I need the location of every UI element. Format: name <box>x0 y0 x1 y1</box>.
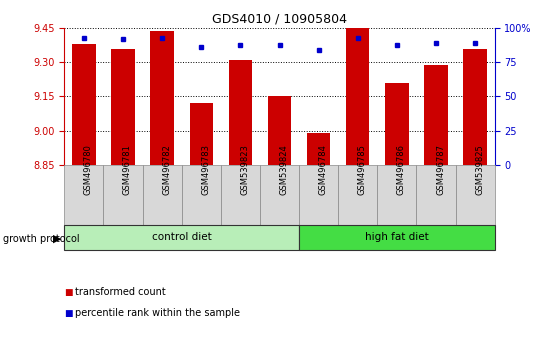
Text: GSM496785: GSM496785 <box>358 144 367 195</box>
Text: GSM539823: GSM539823 <box>240 144 249 195</box>
Bar <box>299 165 338 225</box>
Bar <box>377 165 416 225</box>
Text: ▶: ▶ <box>53 234 62 244</box>
Text: GSM496784: GSM496784 <box>319 144 328 195</box>
Text: percentile rank within the sample: percentile rank within the sample <box>75 308 240 318</box>
Text: high fat diet: high fat diet <box>365 232 429 242</box>
Text: GSM496783: GSM496783 <box>201 144 210 195</box>
Bar <box>338 165 377 225</box>
Bar <box>307 133 330 165</box>
Bar <box>424 65 448 165</box>
Bar <box>346 28 369 165</box>
Text: GSM496787: GSM496787 <box>436 144 445 195</box>
Text: GSM539825: GSM539825 <box>475 144 484 195</box>
Text: transformed count: transformed count <box>75 287 166 297</box>
Text: GSM539824: GSM539824 <box>280 144 288 195</box>
Bar <box>111 49 135 165</box>
Bar <box>150 30 174 165</box>
Text: GSM496786: GSM496786 <box>397 144 406 195</box>
Bar <box>221 165 260 225</box>
Bar <box>182 165 221 225</box>
Text: ■: ■ <box>64 309 73 318</box>
Bar <box>260 165 299 225</box>
Bar <box>64 225 299 250</box>
Bar <box>103 165 143 225</box>
Bar <box>463 49 487 165</box>
Bar <box>229 60 252 165</box>
Text: control diet: control diet <box>152 232 211 242</box>
Bar <box>190 103 213 165</box>
Bar <box>64 165 103 225</box>
Text: growth protocol: growth protocol <box>3 234 79 244</box>
Bar <box>416 165 456 225</box>
Bar <box>385 83 409 165</box>
Bar <box>143 165 182 225</box>
Text: ■: ■ <box>64 287 73 297</box>
Bar <box>456 165 495 225</box>
Text: GSM496780: GSM496780 <box>84 144 93 195</box>
Text: GSM496781: GSM496781 <box>123 144 132 195</box>
Bar <box>268 96 291 165</box>
Title: GDS4010 / 10905804: GDS4010 / 10905804 <box>212 13 347 26</box>
Bar <box>299 225 495 250</box>
Text: GSM496782: GSM496782 <box>162 144 171 195</box>
Bar <box>72 44 96 165</box>
